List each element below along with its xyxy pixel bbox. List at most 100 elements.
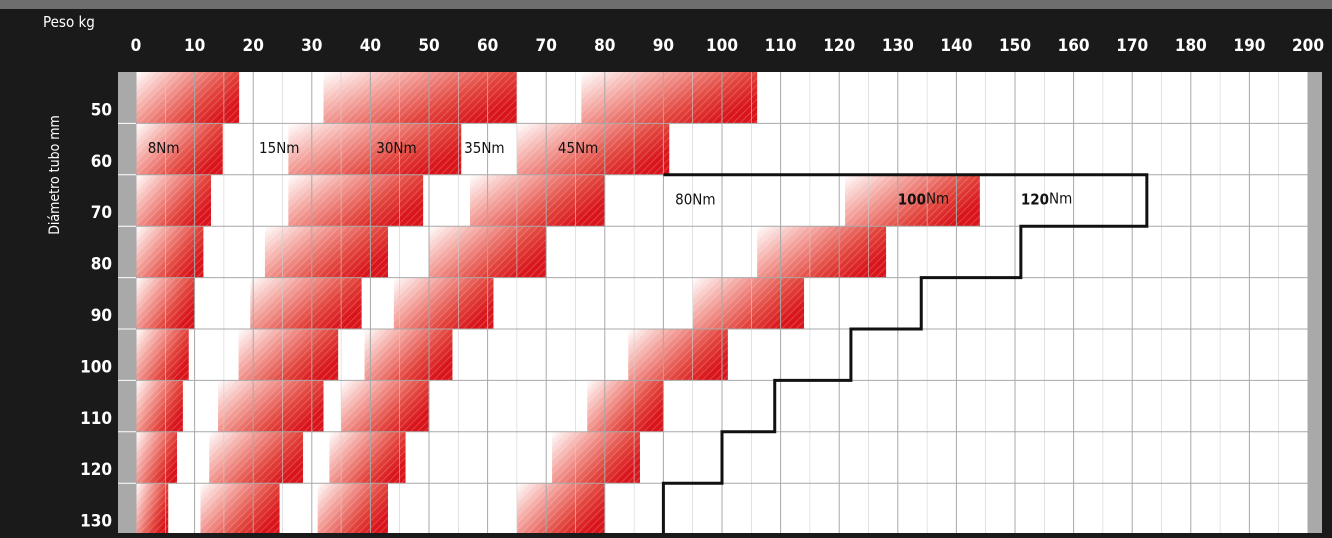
torque-bar-hatch [264, 226, 388, 278]
y-tick-label: 50 [91, 100, 112, 120]
torque-bar [200, 483, 280, 535]
torque-bar-hatch [692, 277, 805, 329]
torque-bar-hatch [393, 277, 494, 329]
torque-label-t8: 8Nm [148, 139, 180, 157]
torque-bar-hatch [238, 329, 339, 381]
torque-bar [317, 483, 388, 535]
torque-bar-hatch [581, 72, 758, 124]
x-tick-label: 190 [1233, 36, 1265, 56]
torque-bar [757, 226, 887, 278]
torque-bar [218, 380, 324, 432]
left-side-bar [118, 72, 136, 533]
torque-bar [552, 431, 640, 484]
torque-bar-hatch [200, 483, 280, 535]
torque-bar [341, 380, 429, 432]
torque-labels-layer: 8Nm 15Nm 30Nm 35Nm 45Nm 80Nm 100Nm 120Nm [148, 139, 1073, 208]
x-tick-label: 120 [823, 36, 855, 56]
torque-bar-hatch [288, 123, 462, 175]
torque-bar-hatch [757, 226, 887, 278]
staircase-outline-layer [661, 173, 1149, 533]
torque-bar [136, 483, 169, 535]
torque-bar [288, 174, 424, 227]
x-tick-labels: 0 10 20 30 40 50 60 70 80 90 100 110 120 130 140 150 160… [131, 36, 1324, 56]
x-tick-label: 20 [243, 36, 264, 56]
x-tick-label: 40 [360, 36, 381, 56]
torque-label-t35: 35Nm [464, 139, 504, 157]
torque-bar [250, 277, 362, 329]
y-tick-labels: 50 60 70 80 90 100 110 120 130 [80, 100, 136, 536]
x-tick-label: 0 [131, 36, 142, 56]
torque-bar-hatch [136, 226, 204, 278]
torque-label-t15: 15Nm [259, 139, 299, 157]
torque-bar [516, 483, 605, 535]
torque-bar-hatch [250, 277, 362, 329]
x-tick-label: 160 [1058, 36, 1090, 56]
y-tick-label: 90 [91, 306, 112, 326]
torque-label-t45: 45Nm [558, 139, 598, 157]
torque-bar [136, 123, 223, 175]
torque-bar-hatch [317, 483, 388, 535]
torque-bar-hatch [587, 380, 664, 432]
torque-bar [209, 431, 304, 484]
torque-bar-hatch [136, 123, 223, 175]
x-tick-label: 200 [1292, 36, 1324, 56]
torque-bar [587, 380, 664, 432]
torque-label-t80: 80Nm [675, 191, 715, 209]
staircase-outline [661, 173, 1149, 533]
torque-bar [581, 72, 758, 124]
torque-bar-hatch [136, 174, 212, 227]
torque-bar [364, 329, 453, 381]
x-tick-label: 90 [653, 36, 674, 56]
torque-bar [136, 226, 204, 278]
x-tick-label: 80 [594, 36, 615, 56]
torque-bar [393, 277, 494, 329]
y-tick-label: 60 [91, 152, 112, 172]
torque-bar-hatch [136, 329, 189, 381]
x-tick-label: 10 [184, 36, 205, 56]
torque-bar-hatch [470, 174, 605, 227]
torque-bar-hatch [516, 123, 670, 175]
torque-label-unit: Nm [926, 190, 949, 208]
torque-bar [136, 431, 178, 484]
torque-bar [136, 72, 240, 124]
torque-bar [136, 174, 212, 227]
torque-bar-hatch [136, 72, 240, 124]
torque-bar-hatch [341, 380, 429, 432]
y-tick-label: 130 [80, 512, 112, 532]
x-tick-label: 180 [1175, 36, 1207, 56]
x-tick-label: 30 [301, 36, 322, 56]
y-tick-label: 120 [80, 460, 112, 480]
torque-bar [288, 123, 462, 175]
torque-label-t120: 120Nm [1021, 190, 1072, 209]
x-tick-label: 50 [418, 36, 439, 56]
x-tick-label: 60 [477, 36, 498, 56]
torque-bar [136, 380, 183, 432]
y-tick-label: 100 [80, 357, 112, 377]
torque-label-t100: 100Nm [898, 190, 949, 209]
torque-bar [238, 329, 339, 381]
y-axis-title: Diámetro tubo mm [47, 115, 63, 235]
x-tick-label: 100 [706, 36, 738, 56]
y-tick-label: 70 [91, 203, 112, 223]
right-side-bar [1308, 72, 1322, 533]
torque-bar [845, 174, 980, 227]
torque-bar [136, 329, 189, 381]
y-tick-label: 80 [91, 255, 112, 275]
torque-bar [323, 72, 517, 124]
torque-bar-hatch [552, 431, 640, 484]
x-tick-label: 170 [1116, 36, 1148, 56]
torque-bar [692, 277, 805, 329]
torque-bar [628, 329, 728, 381]
torque-label-unit: Nm [1049, 190, 1072, 208]
torque-bar-hatch [136, 380, 183, 432]
y-tick-label: 110 [80, 409, 112, 429]
torque-bar-hatch [136, 483, 169, 535]
x-axis-corner-label: Peso kg [43, 13, 95, 31]
bars-layer [136, 72, 980, 535]
torque-bar-hatch [209, 431, 304, 484]
x-tick-label: 140 [940, 36, 972, 56]
torque-bar [264, 226, 388, 278]
torque-bar-hatch [288, 174, 424, 227]
